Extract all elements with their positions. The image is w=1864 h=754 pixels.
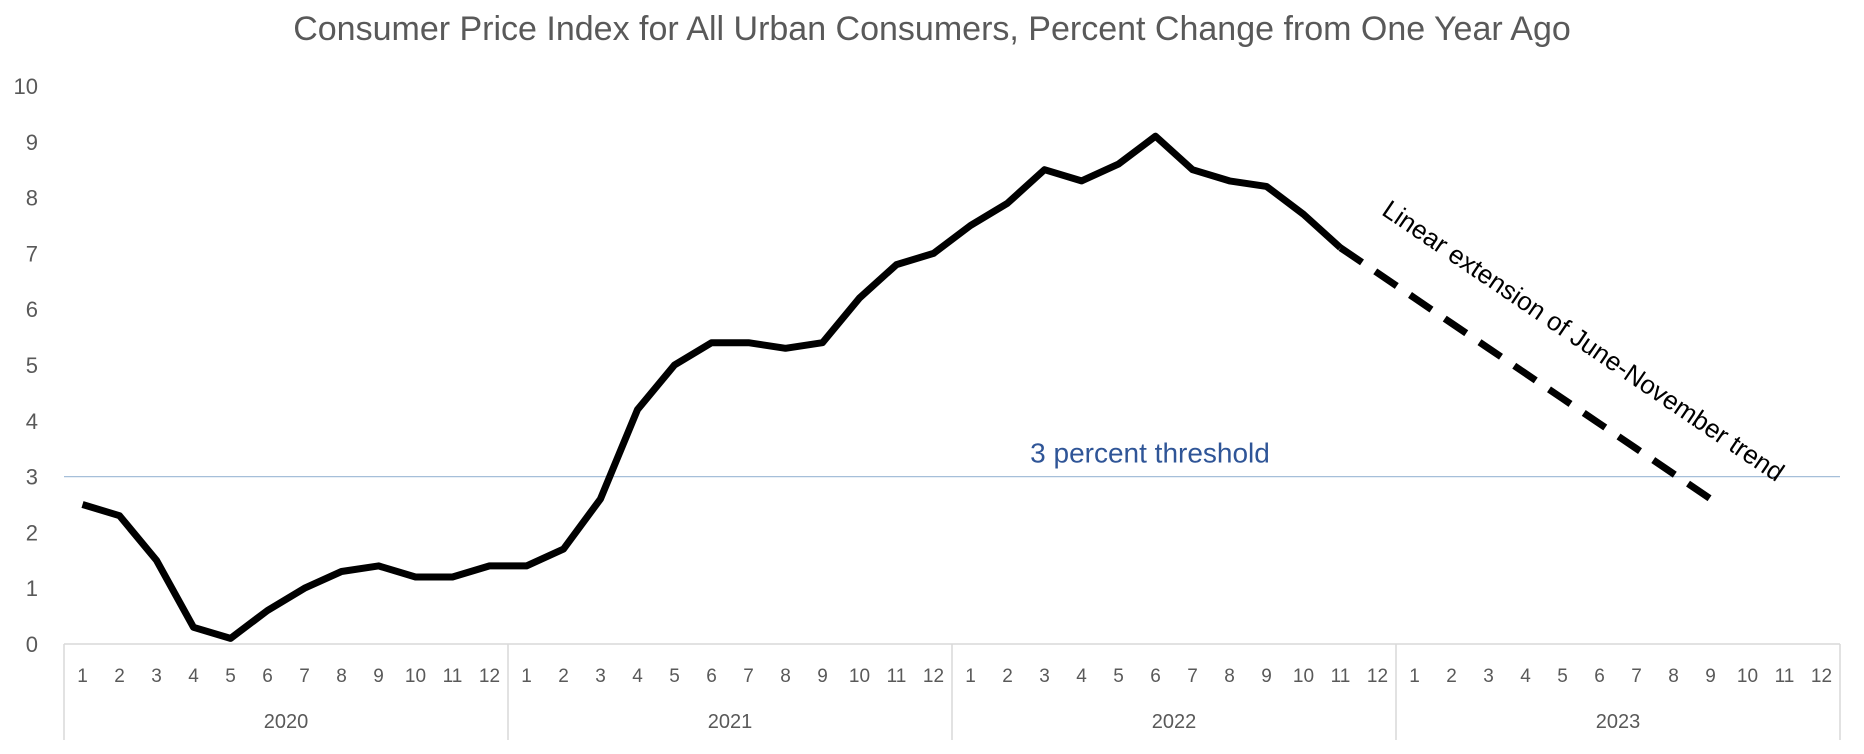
month-tick-label: 6: [262, 666, 273, 687]
month-tick-label: 1: [965, 666, 976, 687]
month-tick-label: 5: [669, 666, 680, 687]
month-tick-label: 10: [1737, 666, 1758, 687]
month-tick-label: 12: [1367, 666, 1388, 687]
month-tick-label: 6: [706, 666, 717, 687]
y-tick-label: 0: [26, 632, 38, 657]
month-tick-label: 8: [336, 666, 347, 687]
month-tick-label: 3: [1039, 666, 1050, 687]
chart-title: Consumer Price Index for All Urban Consu…: [293, 10, 1571, 48]
month-tick-label: 1: [77, 666, 88, 687]
month-tick-label: 10: [1293, 666, 1314, 687]
month-tick-label: 12: [923, 666, 944, 687]
trend-extension-line: [1338, 244, 1713, 502]
y-tick-label: 7: [26, 241, 38, 266]
month-tick-label: 10: [849, 666, 870, 687]
month-tick-label: 9: [1261, 666, 1272, 687]
month-tick-label: 7: [1631, 666, 1642, 687]
year-label: 2021: [708, 711, 753, 733]
month-tick-label: 7: [299, 666, 310, 687]
month-tick-label: 2: [1446, 666, 1457, 687]
month-tick-label: 8: [1224, 666, 1235, 687]
y-tick-label: 3: [26, 465, 38, 490]
month-tick-label: 5: [1557, 666, 1568, 687]
year-label: 2022: [1152, 711, 1197, 733]
month-tick-label: 12: [479, 666, 500, 687]
month-tick-label: 11: [1331, 666, 1351, 687]
month-tick-label: 9: [373, 666, 384, 687]
month-tick-label: 11: [1775, 666, 1795, 687]
month-tick-label: 4: [632, 666, 643, 687]
month-tick-label: 12: [1811, 666, 1832, 687]
month-tick-label: 8: [780, 666, 791, 687]
y-tick-label: 1: [26, 576, 38, 601]
y-tick-label: 6: [26, 297, 38, 322]
threshold-label: 3 percent threshold: [1030, 438, 1270, 469]
month-tick-label: 7: [743, 666, 754, 687]
month-tick-label: 2: [558, 666, 569, 687]
month-tick-label: 1: [521, 666, 532, 687]
month-tick-label: 6: [1150, 666, 1161, 687]
month-tick-label: 6: [1594, 666, 1605, 687]
month-tick-label: 3: [151, 666, 162, 687]
trend-annotation: Linear extension of June-November trend: [1377, 194, 1790, 487]
month-tick-label: 1: [1409, 666, 1420, 687]
month-tick-label: 5: [1113, 666, 1124, 687]
year-label: 2020: [264, 711, 309, 733]
month-tick-label: 9: [817, 666, 828, 687]
month-tick-label: 4: [1520, 666, 1531, 687]
month-tick-label: 3: [1483, 666, 1494, 687]
month-tick-label: 4: [188, 666, 199, 687]
y-tick-label: 8: [26, 186, 38, 211]
year-label: 2023: [1596, 711, 1641, 733]
y-tick-label: 10: [14, 74, 38, 99]
y-tick-label: 4: [26, 409, 38, 434]
month-tick-label: 2: [1002, 666, 1013, 687]
month-tick-label: 11: [443, 666, 463, 687]
month-tick-label: 4: [1076, 666, 1087, 687]
y-tick-label: 5: [26, 353, 38, 378]
month-tick-label: 5: [225, 666, 236, 687]
y-tick-label: 9: [26, 130, 38, 155]
month-tick-label: 2: [114, 666, 125, 687]
month-tick-label: 9: [1705, 666, 1716, 687]
cpi-series-line: [81, 132, 1343, 642]
month-tick-label: 10: [405, 666, 426, 687]
month-tick-label: 7: [1187, 666, 1198, 687]
month-tick-label: 8: [1668, 666, 1679, 687]
y-tick-label: 2: [26, 520, 38, 545]
month-tick-label: 3: [595, 666, 606, 687]
month-tick-label: 11: [887, 666, 907, 687]
